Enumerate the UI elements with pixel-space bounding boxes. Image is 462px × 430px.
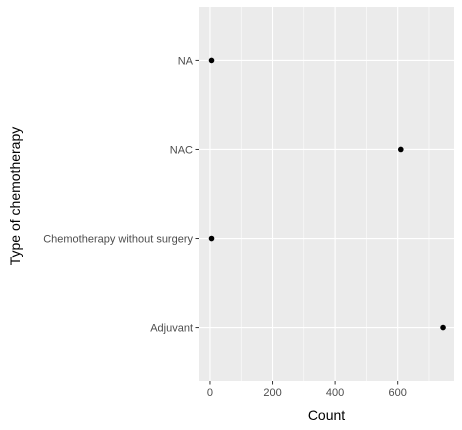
major-gridlines xyxy=(199,7,454,381)
data-point xyxy=(208,235,215,242)
y-tick-label: NA xyxy=(178,55,194,67)
data-points xyxy=(208,57,446,331)
y-axis-ticks: Adjuvant Chemotherapy without surgery NAC N… xyxy=(43,55,199,335)
minor-gridlines xyxy=(240,7,430,381)
x-axis-ticks: 0 200 400 600 xyxy=(207,381,407,399)
x-tick-label: 400 xyxy=(326,387,344,399)
y-axis-title: Type of chemotherapy xyxy=(7,127,23,266)
data-point xyxy=(208,57,215,64)
y-tick-label: Adjuvant xyxy=(150,323,193,335)
data-point xyxy=(398,146,404,153)
x-tick-label: 200 xyxy=(263,387,281,399)
x-tick-label: 600 xyxy=(389,387,407,399)
plot-panel xyxy=(199,7,454,381)
x-axis-title: Count xyxy=(308,407,345,423)
x-tick-label: 0 xyxy=(207,387,213,399)
data-point xyxy=(440,324,446,331)
y-tick-label: NAC xyxy=(170,144,193,156)
y-tick-label: Chemotherapy without surgery xyxy=(43,234,193,246)
